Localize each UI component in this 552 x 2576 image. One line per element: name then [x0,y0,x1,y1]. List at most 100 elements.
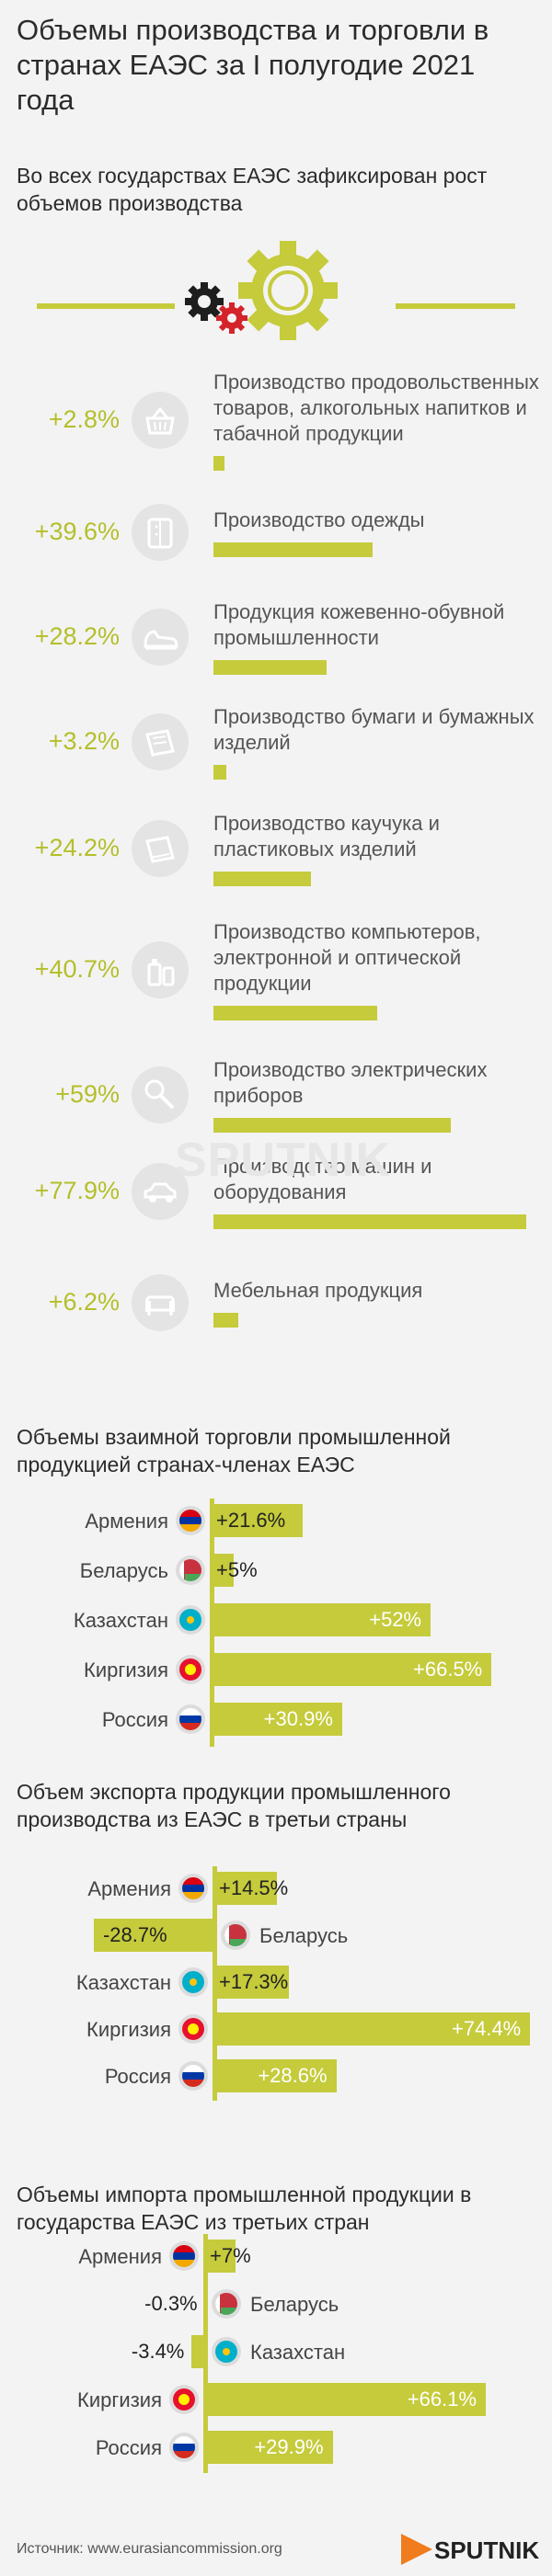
production-percent: +28.2% [34,622,120,650]
trade-value-label: +66.1% [407,2388,477,2411]
sofa-icon [132,1274,189,1331]
chart-title: Объем экспорта продукции промышленного п… [17,1780,451,1831]
production-percent: +3.2% [48,727,120,755]
flag-icon [178,1874,208,1903]
production-label: Производство компьютеров, электронной и … [213,920,481,995]
country-label: Казахстан [250,2341,346,2364]
production-percent: +39.6% [34,518,120,545]
flag-icon [176,1605,205,1635]
production-label: Продукция кожевенно-обувной промышленнос… [213,600,505,649]
production-label: Производство продовольственных товаров, … [213,370,539,445]
chart-title: Объемы импорта промышленной продукции в … [17,2183,472,2234]
logo-arrow-icon [401,2534,432,2565]
trade-bar [213,1703,342,1736]
chart-axis [213,1866,217,2101]
trade-value-label: +74.4% [452,2017,522,2040]
flag-icon [169,2241,199,2271]
trade-value-label: -3.4% [131,2340,185,2363]
production-label: Мебельная продукция [213,1279,423,1302]
production-label: Производство бумаги и бумажных изделий [213,705,535,754]
logo-text: SPUTNIK [434,2536,540,2564]
trade-bar [215,2012,531,2046]
production-bar [213,456,225,471]
production-percent: +6.2% [48,1288,120,1316]
production-bar [213,1006,377,1020]
paper-icon [132,713,189,770]
trade-bar [191,2335,206,2368]
trade-bar [204,2287,207,2320]
trade-value-label: -28.7% [102,1923,167,1946]
car-icon [132,1163,189,1220]
country-label: Россия [95,2436,162,2459]
production-label: Производство одежды [213,508,425,531]
trade-bar [215,2059,337,2092]
clothing-icon [132,504,189,561]
country-label: Киргизия [84,1658,168,1681]
trade-bar [206,2383,487,2416]
country-label: Киргизия [77,2388,162,2411]
trade-value-label: +7% [210,2244,251,2267]
mixer-icon [132,1066,189,1123]
country-label: Армения [78,2245,162,2268]
trade-bar [215,1872,277,1905]
trade-bar [213,1554,234,1587]
flag-icon [212,2337,241,2366]
country-label: Россия [104,2065,171,2088]
production-label: Производство машин и оборудования [213,1155,432,1203]
flag-icon [212,2289,241,2319]
flag-icon [176,1655,205,1684]
trade-bar [215,1966,289,1999]
shoe-icon [132,609,189,666]
production-percent: +40.7% [34,955,120,983]
flag-icon [178,2014,208,2044]
country-label: Беларусь [259,1924,349,1947]
production-percent: +59% [55,1080,120,1108]
trade-bar [213,1653,492,1686]
trade-value-label: +5% [216,1558,258,1581]
trade-bar [206,2240,236,2273]
production-bar [213,1118,451,1133]
flag-icon [176,1704,205,1734]
trade-value-label: +14.5% [219,1876,289,1899]
plastic-icon [132,820,189,877]
country-label: Армения [85,1510,168,1533]
production-percent: +77.9% [34,1177,120,1204]
gears-icon [37,241,515,340]
trade-bar [213,1603,431,1636]
flag-icon [176,1506,205,1535]
country-label: Россия [101,1708,168,1731]
production-percent: +2.8% [48,405,120,433]
trade-bar [213,1504,304,1537]
flag-icon [169,2385,199,2414]
trade-bar [93,1919,215,1952]
trade-value-label: +28.6% [258,2064,328,2087]
trade-value-label: +66.5% [413,1658,483,1681]
production-percent: +24.2% [34,834,120,861]
source-text: Источник: www.eurasiancommission.org [17,2541,282,2557]
production-bar [213,872,311,886]
page-title: Объемы производства и торговли в странах… [17,14,489,116]
electronics-icon [132,941,189,998]
country-label: Беларусь [79,1559,168,1582]
production-label: Производство каучука и пластиковых издел… [213,812,440,861]
production-bar [213,1313,239,1328]
production-heading: Во всех государствах ЕАЭС зафиксирован р… [17,164,488,215]
production-bar [213,765,226,780]
flag-icon [169,2433,199,2462]
flag-icon [221,1921,250,1950]
trade-value-label: +17.3% [219,1970,289,1993]
country-label: Казахстан [75,1971,171,1994]
trade-value-label: +21.6% [216,1509,286,1532]
production-bar [213,542,373,557]
country-label: Киргизия [86,2018,171,2041]
trade-value-label: +52% [369,1608,422,1631]
flag-icon [178,1967,208,1997]
country-label: Беларусь [250,2293,339,2316]
country-label: Казахстан [73,1609,168,1632]
chart-title: Объемы взаимной торговли промышленной пр… [17,1425,451,1476]
chart-axis [210,1499,214,1747]
country-label: Армения [87,1877,171,1900]
flag-icon [176,1556,205,1585]
trade-bar [206,2431,333,2464]
production-bar [213,1214,526,1229]
